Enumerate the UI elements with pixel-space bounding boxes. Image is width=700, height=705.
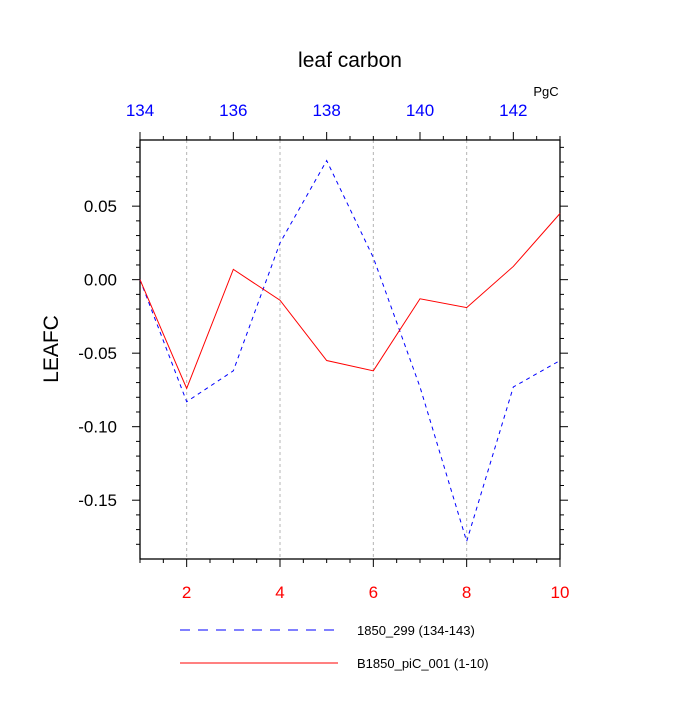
series-layer [139,159,561,544]
y-axis-label: LEAFC [40,315,63,383]
legend-label-1: 1850_299 (134-143) [357,623,475,638]
label-layer: leaf carbon PgC LEAFC [40,49,559,383]
x-top-tick-label: 140 [406,101,434,120]
x-bottom-tick-label: 10 [551,583,570,602]
x-top-tick-label: 134 [126,101,154,120]
x-bottom-tick-label: 8 [462,583,471,602]
x-bottom-tick-label: 6 [369,583,378,602]
x-top-tick-label: 136 [219,101,247,120]
x-bottom-tick-label: 4 [275,583,284,602]
chart-title: leaf carbon [298,49,402,72]
tick-layer: 2 4 6 8 10 134 136 138 140 142 0.05 0.00 -0.05 -0.10 -… [78,101,569,602]
series-line-2 [139,213,561,390]
x-top-tick-label: 142 [499,101,527,120]
y-tick-label: 0.00 [84,271,117,290]
x-bottom-tick-label: 2 [182,583,191,602]
y-tick-label: 0.05 [84,197,117,216]
y-tick-label: -0.15 [78,491,117,510]
grid-layer [186,140,468,559]
legend: 1850_299 (134-143) B1850_piC_001 (1-10) [180,623,489,671]
legend-label-2: B1850_piC_001 (1-10) [357,656,489,671]
y-tick-label: -0.10 [78,418,117,437]
plot-frame [139,139,561,560]
x-top-tick-label: 138 [312,101,340,120]
units-label: PgC [533,84,558,99]
y-tick-label: -0.05 [78,344,117,363]
series-line-1 [139,159,561,544]
